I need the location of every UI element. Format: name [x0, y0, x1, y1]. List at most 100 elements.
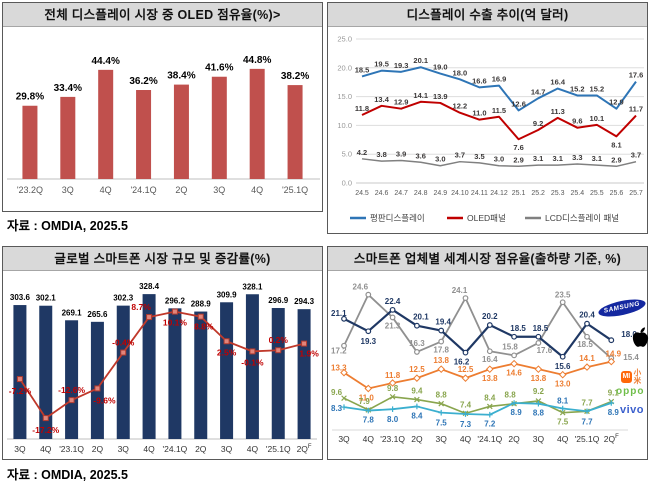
bar — [220, 302, 234, 439]
panel-title-display-export: 디스플레이 수출 추이(억 달러) — [328, 3, 647, 27]
x-tick-label: 3Q — [533, 434, 545, 444]
data-label: 14.1 — [413, 91, 428, 100]
bar-value-label: 288.9 — [191, 300, 212, 309]
data-label: 22.4 — [385, 297, 401, 306]
bar — [194, 311, 208, 439]
x-tick-label: 25.1 — [512, 190, 526, 197]
bar — [98, 69, 114, 179]
x-tick-label: '25.1Q — [266, 444, 291, 454]
data-label: 20.1 — [413, 56, 428, 65]
growth-label: 10.1% — [163, 318, 188, 328]
x-tick-label: '24.1Q — [163, 444, 188, 454]
bar — [271, 308, 285, 439]
data-label: 8.1 — [611, 140, 621, 149]
panel-oled-share: 전체 디스플레이 시장 중 OLED 점유율(%)> 29.8% '23.2Q 33… — [2, 2, 323, 212]
y-tick-label: 25.0 — [337, 35, 352, 44]
data-label: 7.8 — [363, 416, 375, 425]
data-label: 13.9 — [433, 92, 448, 101]
bar-value-label: 265.6 — [87, 310, 108, 319]
data-label: 3.1 — [552, 154, 562, 163]
data-label: 7.2 — [484, 420, 496, 429]
legend-label: 평판디스플레이 — [370, 213, 425, 223]
growth-label: -7.2% — [9, 386, 32, 396]
data-label: 8.3 — [331, 404, 343, 413]
growth-line — [19, 310, 305, 419]
data-label: 11.0 — [472, 109, 486, 118]
x-tick-label: 3Q — [62, 185, 74, 195]
growth-marker — [16, 376, 23, 383]
bar — [136, 90, 152, 179]
growth-marker — [42, 415, 49, 422]
data-label: 3.7 — [455, 151, 465, 160]
data-label: 15.8 — [502, 342, 518, 351]
growth-marker — [197, 313, 204, 320]
data-label: 14.7 — [531, 87, 546, 96]
marker — [511, 400, 517, 406]
x-tick-label: 24.9 — [433, 190, 447, 197]
marker — [462, 295, 469, 302]
x-tick-label: 4Q — [100, 185, 112, 195]
bar-value-label: 44.8% — [243, 55, 271, 66]
marker — [438, 338, 445, 345]
data-label: 13.8 — [531, 374, 547, 383]
marker — [511, 333, 518, 340]
growth-marker — [171, 308, 178, 315]
x-tick-label: '24.1Q — [130, 185, 156, 195]
marker — [462, 411, 469, 417]
x-tick-label: 4Q — [557, 434, 569, 444]
bar-value-label: 33.4% — [54, 83, 82, 94]
bar-value-label: 296.2 — [165, 296, 186, 305]
marker — [534, 365, 543, 373]
marker — [365, 291, 372, 298]
bar-value-label: 36.2% — [129, 76, 157, 87]
x-tick-label: 24.7 — [394, 190, 408, 197]
bar — [249, 68, 265, 179]
data-label: 8.8 — [533, 409, 545, 418]
data-label: 8.8 — [505, 391, 517, 400]
marker — [584, 408, 590, 415]
x-tick-label: 25.6 — [610, 190, 624, 197]
growth-marker — [120, 349, 127, 356]
data-label: 13.4 — [374, 95, 389, 104]
growth-label: 8.8% — [194, 322, 214, 332]
data-label: 21.3 — [385, 321, 401, 330]
marker — [341, 342, 347, 349]
data-label: 16.3 — [409, 339, 425, 348]
bar — [142, 294, 156, 439]
x-tick-label: 2Q — [411, 434, 423, 444]
growth-marker — [146, 314, 153, 321]
growth-label: -9.6% — [93, 395, 116, 405]
growth-label: -0.1% — [241, 357, 264, 367]
x-tick-label: 4Q — [251, 185, 263, 195]
data-label: 11.8 — [385, 371, 401, 380]
x-tick-label: 24.10 — [451, 190, 469, 197]
data-label: 7.3 — [460, 420, 472, 429]
growth-label: -12.6% — [58, 385, 85, 395]
data-label: 17.6 — [629, 71, 644, 80]
growth-label: -17.2% — [32, 425, 59, 435]
marker — [462, 349, 469, 356]
bar — [13, 305, 27, 439]
marker — [486, 403, 493, 410]
marker — [584, 320, 590, 327]
series-line-xiaomi — [343, 360, 612, 390]
marker — [364, 384, 373, 393]
x-tick-label: 2Q — [92, 444, 104, 454]
bar-value-label: 303.6 — [10, 293, 31, 302]
x-tick-label: 3Q — [436, 434, 448, 444]
y-tick-label: 0.0 — [342, 179, 352, 188]
bar — [116, 305, 130, 439]
x-tick-label: 2QF — [604, 434, 619, 444]
bar-value-label: 328.1 — [242, 282, 263, 291]
marker — [365, 407, 372, 414]
data-label: 7.9 — [359, 397, 371, 406]
bar-value-label: 29.8% — [16, 92, 44, 103]
x-tick-label: 24.12 — [490, 190, 508, 197]
data-label: 15.6 — [555, 362, 571, 371]
marker — [485, 365, 494, 373]
marker — [559, 405, 566, 412]
data-label: 2.9 — [611, 155, 621, 164]
marker — [583, 363, 591, 371]
data-label: 19.3 — [394, 61, 409, 70]
